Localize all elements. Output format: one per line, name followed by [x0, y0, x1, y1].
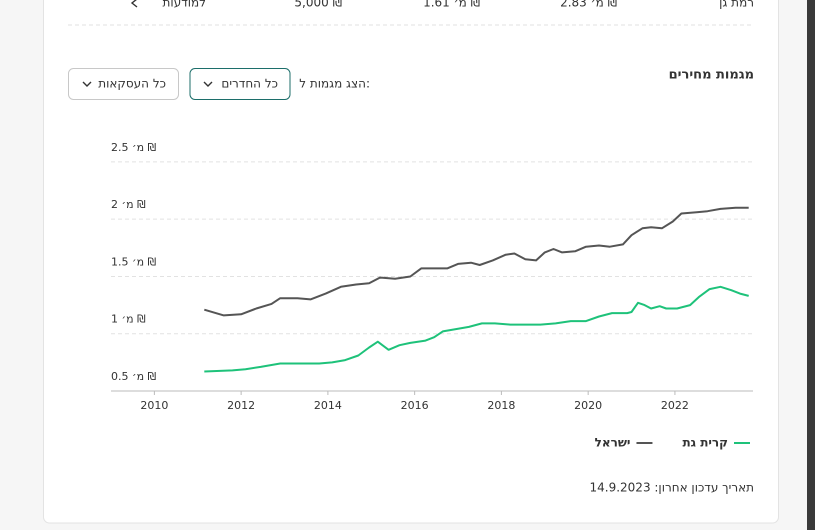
x-tick-label: 2018: [487, 399, 515, 412]
x-tick-label: 2010: [140, 399, 168, 412]
deals-dropdown-box[interactable]: [68, 68, 179, 100]
chevron: [82, 81, 92, 87]
section-title: מגמות מחירים: [669, 68, 754, 83]
y-tick-label: 1 מ׳ ₪: [111, 313, 146, 326]
rooms-dropdown-box[interactable]: [189, 68, 291, 100]
rooms-dropdown-text[interactable]: כל החדרים: [221, 77, 278, 91]
deals-dropdown[interactable]: כל העסקאות: [68, 68, 179, 100]
row-price: 2.83 מ׳ ₪: [560, 0, 617, 10]
x-tick-label: 2014: [314, 399, 342, 412]
row-link[interactable]: למודעות: [163, 0, 206, 10]
deals-dropdown-text[interactable]: כל העסקאות: [98, 77, 166, 91]
last-updated: תאריך עדכון אחרון: 14.9.2023: [590, 481, 755, 495]
y-tick-label: 0.5 מ׳ ₪: [111, 370, 157, 383]
y-tick-label: 2 מ׳ ₪: [111, 198, 146, 211]
x-tick-label: 2016: [401, 399, 429, 412]
scrollbar: [807, 0, 815, 530]
chevron: [203, 81, 213, 87]
series-line: [204, 206, 749, 317]
row-city: רמת גן: [719, 0, 754, 10]
y-tick-label: 1.5 מ׳ ₪: [111, 255, 157, 268]
x-tick-label: 2012: [227, 399, 255, 412]
x-tick-label: 2022: [661, 399, 689, 412]
row-rent: 5,000 ₪: [294, 0, 342, 10]
row-price-per-meter: 1.61 מ׳ ₪: [423, 0, 480, 10]
card: [43, 0, 779, 524]
legend-label: ישראל: [595, 436, 631, 450]
filter-label: הצג מגמות ל:: [299, 77, 370, 91]
row-link-arrow: [130, 0, 138, 8]
x-tick-label: 2020: [574, 399, 602, 412]
rooms-dropdown[interactable]: כל החדרים: [189, 68, 291, 100]
series-line: [204, 285, 749, 373]
y-tick-label: 2.5 מ׳ ₪: [111, 141, 157, 154]
legend-label: קרית גת: [682, 436, 728, 450]
